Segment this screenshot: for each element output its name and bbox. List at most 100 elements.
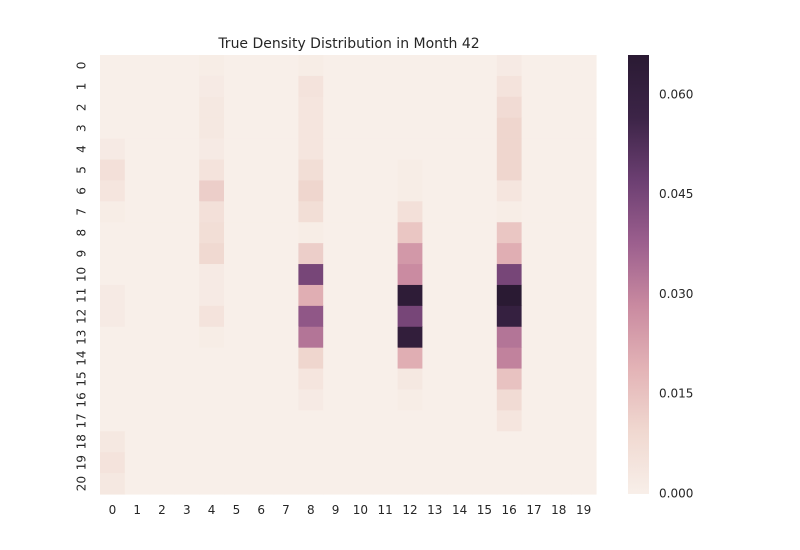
x-tick-label: 17 — [526, 503, 541, 517]
heatmap-cell — [273, 96, 299, 119]
heatmap-cell — [472, 75, 498, 98]
heatmap-cell — [199, 368, 225, 391]
x-tick-label: 13 — [427, 503, 442, 517]
heatmap-cell — [397, 347, 423, 370]
heatmap-cell — [199, 305, 225, 328]
heatmap-cell — [472, 389, 498, 411]
heatmap-cell — [100, 55, 126, 77]
heatmap-cell — [100, 410, 126, 432]
heatmap-cell — [372, 222, 399, 244]
x-tick-label: 6 — [257, 503, 265, 517]
heatmap-cell — [199, 264, 225, 286]
heatmap-cell — [521, 243, 547, 265]
heatmap-cell — [496, 180, 523, 202]
heatmap-cell — [273, 180, 299, 202]
heatmap-cell — [323, 75, 349, 98]
heatmap-cell — [174, 410, 200, 432]
heatmap-cell — [521, 96, 547, 119]
heatmap-cell — [447, 389, 473, 411]
heatmap-cell — [397, 410, 423, 432]
x-tick-label: 5 — [233, 503, 241, 517]
heatmap-cell — [248, 264, 275, 286]
heatmap-cell — [248, 180, 275, 202]
heatmap-cell — [348, 264, 374, 286]
heatmap-cell — [248, 452, 275, 474]
heatmap-cell — [124, 55, 151, 77]
heatmap-cell — [273, 117, 299, 140]
heatmap-cell — [323, 243, 349, 265]
heatmap-cell — [273, 368, 299, 391]
x-axis-tick-labels: 0 1 2 3 4 5 6 7 8 9 10 11 12 13 14 15 16 17 18 19 — [109, 503, 592, 517]
heatmap-cell — [546, 117, 572, 140]
heatmap-cell — [546, 201, 572, 223]
y-tick-label: 5 — [74, 166, 88, 174]
heatmap-cell — [323, 138, 349, 161]
heatmap-cell — [248, 347, 275, 370]
heatmap-cell — [224, 368, 250, 391]
heatmap-cell — [571, 55, 597, 77]
x-tick-label: 1 — [133, 503, 141, 517]
heatmap-cell — [124, 159, 151, 182]
heatmap-cell — [496, 410, 523, 432]
y-tick-label: 14 — [74, 350, 88, 365]
heatmap-cell — [323, 368, 349, 391]
y-tick-label: 3 — [74, 124, 88, 132]
heatmap-cell — [149, 243, 175, 265]
heatmap-cell — [199, 284, 225, 307]
heatmap-cell — [100, 368, 126, 391]
heatmap-cell — [447, 410, 473, 432]
heatmap-cell — [546, 222, 572, 244]
heatmap-cell — [546, 410, 572, 432]
heatmap-cell — [447, 326, 473, 349]
heatmap-cell — [174, 326, 200, 349]
colorbar-tick-label: 0.030 — [659, 287, 693, 301]
x-tick-label: 7 — [282, 503, 290, 517]
heatmap-cell — [224, 222, 250, 244]
x-tick-label: 16 — [502, 503, 517, 517]
heatmap-cell — [372, 180, 399, 202]
heatmap-cell — [546, 138, 572, 161]
heatmap-cell — [397, 201, 423, 223]
heatmap-cell — [248, 284, 275, 307]
heatmap-cell — [546, 326, 572, 349]
heatmap-cell — [397, 431, 423, 453]
heatmap-cell — [174, 117, 200, 140]
heatmap-cell — [174, 201, 200, 223]
heatmap-cell — [546, 284, 572, 307]
heatmap-cell — [521, 180, 547, 202]
heatmap-cell — [273, 452, 299, 474]
heatmap-cell — [149, 55, 175, 77]
heatmap-cell — [422, 243, 448, 265]
heatmap-cell — [298, 117, 324, 140]
heatmap-cell — [348, 180, 374, 202]
heatmap-cell — [521, 55, 547, 77]
heatmap-cell — [174, 138, 200, 161]
heatmap-cell — [149, 284, 175, 307]
heatmap-cell — [224, 138, 250, 161]
heatmap-cell — [472, 180, 498, 202]
heatmap-cell — [273, 55, 299, 77]
heatmap-cell — [199, 222, 225, 244]
heatmap-cell — [298, 159, 324, 182]
heatmap-cell — [124, 201, 151, 223]
heatmap-cell — [298, 389, 324, 411]
heatmap-cell — [348, 326, 374, 349]
heatmap-cell — [472, 347, 498, 370]
heatmap-cell — [224, 264, 250, 286]
heatmap-cell — [248, 431, 275, 453]
heatmap-cell — [224, 117, 250, 140]
heatmap-cell — [397, 284, 423, 307]
heatmap-cell — [422, 347, 448, 370]
heatmap-cell — [124, 431, 151, 453]
heatmap-cell — [224, 389, 250, 411]
heatmap-cell — [496, 305, 523, 328]
colorbar-tick-label: 0.000 — [659, 487, 693, 501]
heatmap-cell — [472, 243, 498, 265]
heatmap-cell — [372, 284, 399, 307]
heatmap-cell — [546, 159, 572, 182]
heatmap-cell — [298, 55, 324, 77]
heatmap-cell — [248, 138, 275, 161]
heatmap-cell — [372, 473, 399, 495]
heatmap-cell — [571, 410, 597, 432]
heatmap-cell — [348, 473, 374, 495]
